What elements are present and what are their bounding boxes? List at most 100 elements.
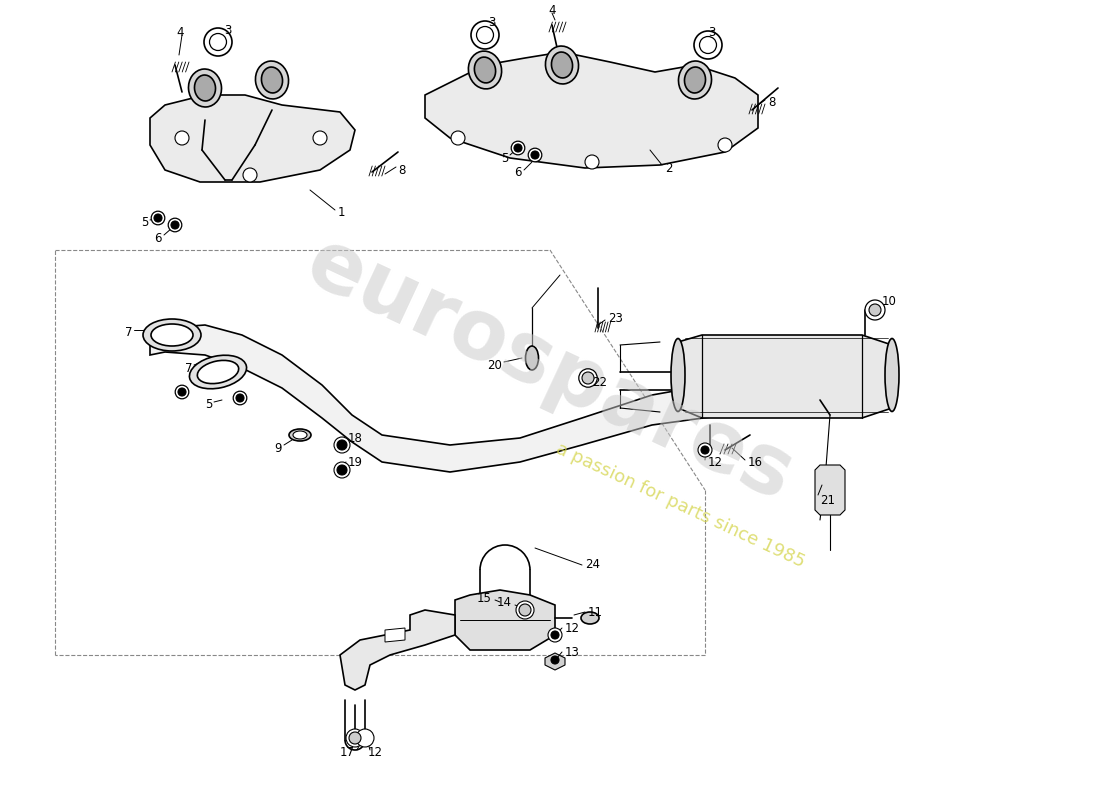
Circle shape (698, 443, 712, 457)
Ellipse shape (189, 355, 246, 389)
Polygon shape (425, 52, 758, 168)
Circle shape (337, 440, 346, 450)
Polygon shape (455, 590, 556, 650)
Circle shape (718, 138, 732, 152)
Circle shape (519, 604, 531, 616)
Text: 1: 1 (338, 206, 345, 218)
Text: 8: 8 (768, 95, 776, 109)
Circle shape (356, 729, 374, 747)
Ellipse shape (195, 75, 216, 101)
Circle shape (551, 656, 559, 664)
Text: 7: 7 (124, 326, 132, 338)
Text: 5: 5 (141, 215, 149, 229)
Text: 7: 7 (185, 362, 192, 374)
Text: 16: 16 (748, 455, 763, 469)
Polygon shape (150, 325, 855, 472)
Circle shape (701, 446, 710, 454)
Polygon shape (544, 653, 565, 670)
Circle shape (337, 465, 346, 475)
Circle shape (178, 388, 186, 396)
Text: 12: 12 (368, 746, 383, 758)
Circle shape (236, 394, 244, 402)
Circle shape (548, 628, 562, 642)
Text: 9: 9 (275, 442, 282, 454)
Polygon shape (340, 610, 455, 690)
Ellipse shape (151, 324, 192, 346)
Ellipse shape (471, 21, 499, 49)
Text: 3: 3 (708, 26, 716, 38)
Circle shape (585, 155, 600, 169)
Circle shape (233, 391, 246, 405)
Circle shape (334, 437, 350, 453)
Ellipse shape (886, 338, 899, 411)
Ellipse shape (188, 69, 221, 107)
Ellipse shape (684, 67, 705, 93)
Ellipse shape (671, 338, 685, 411)
Circle shape (582, 372, 594, 384)
Text: 15: 15 (477, 591, 492, 605)
Ellipse shape (474, 57, 496, 83)
Circle shape (314, 131, 327, 145)
Circle shape (168, 218, 182, 232)
Polygon shape (678, 335, 892, 418)
Text: 17: 17 (340, 746, 355, 758)
Text: a passion for parts since 1985: a passion for parts since 1985 (552, 439, 807, 570)
Text: 18: 18 (348, 431, 363, 445)
Polygon shape (150, 95, 355, 182)
Text: 4: 4 (548, 3, 556, 17)
Ellipse shape (551, 52, 573, 78)
Ellipse shape (204, 28, 232, 56)
Text: 2: 2 (666, 162, 672, 174)
Ellipse shape (293, 431, 307, 439)
Circle shape (346, 729, 364, 747)
Circle shape (869, 304, 881, 316)
Text: 14: 14 (497, 595, 512, 609)
Circle shape (349, 732, 361, 744)
Text: 12: 12 (708, 455, 723, 469)
Text: 20: 20 (487, 358, 502, 371)
Ellipse shape (546, 46, 579, 84)
Ellipse shape (197, 360, 239, 384)
Circle shape (175, 385, 189, 399)
Text: 24: 24 (585, 558, 600, 571)
Ellipse shape (694, 31, 722, 59)
Ellipse shape (679, 61, 712, 99)
Text: 12: 12 (565, 622, 580, 634)
Text: 5: 5 (500, 151, 508, 165)
Polygon shape (385, 628, 405, 642)
Ellipse shape (526, 346, 539, 370)
Circle shape (175, 131, 189, 145)
Polygon shape (815, 465, 845, 515)
Ellipse shape (255, 61, 288, 99)
Text: 11: 11 (588, 606, 603, 618)
Text: 5: 5 (205, 398, 212, 411)
Text: eurospares: eurospares (294, 222, 806, 518)
Text: 21: 21 (820, 494, 835, 506)
Ellipse shape (581, 612, 600, 624)
Circle shape (551, 631, 559, 639)
Text: 3: 3 (224, 23, 232, 37)
Circle shape (243, 168, 257, 182)
Circle shape (579, 369, 597, 387)
Text: 19: 19 (348, 457, 363, 470)
Circle shape (531, 151, 539, 159)
Circle shape (516, 601, 534, 619)
Text: 22: 22 (592, 375, 607, 389)
Circle shape (528, 148, 542, 162)
Text: 4: 4 (176, 26, 184, 38)
Text: 6: 6 (154, 231, 162, 245)
Circle shape (451, 131, 465, 145)
Circle shape (865, 300, 886, 320)
Circle shape (514, 144, 522, 152)
Circle shape (334, 462, 350, 478)
Ellipse shape (262, 67, 283, 93)
Text: 23: 23 (608, 311, 623, 325)
Circle shape (151, 211, 165, 225)
Ellipse shape (143, 319, 201, 351)
Text: 8: 8 (398, 163, 406, 177)
Circle shape (512, 141, 525, 154)
Text: 6: 6 (515, 166, 522, 178)
Circle shape (170, 221, 179, 229)
Text: 3: 3 (488, 15, 496, 29)
Text: 13: 13 (565, 646, 580, 658)
